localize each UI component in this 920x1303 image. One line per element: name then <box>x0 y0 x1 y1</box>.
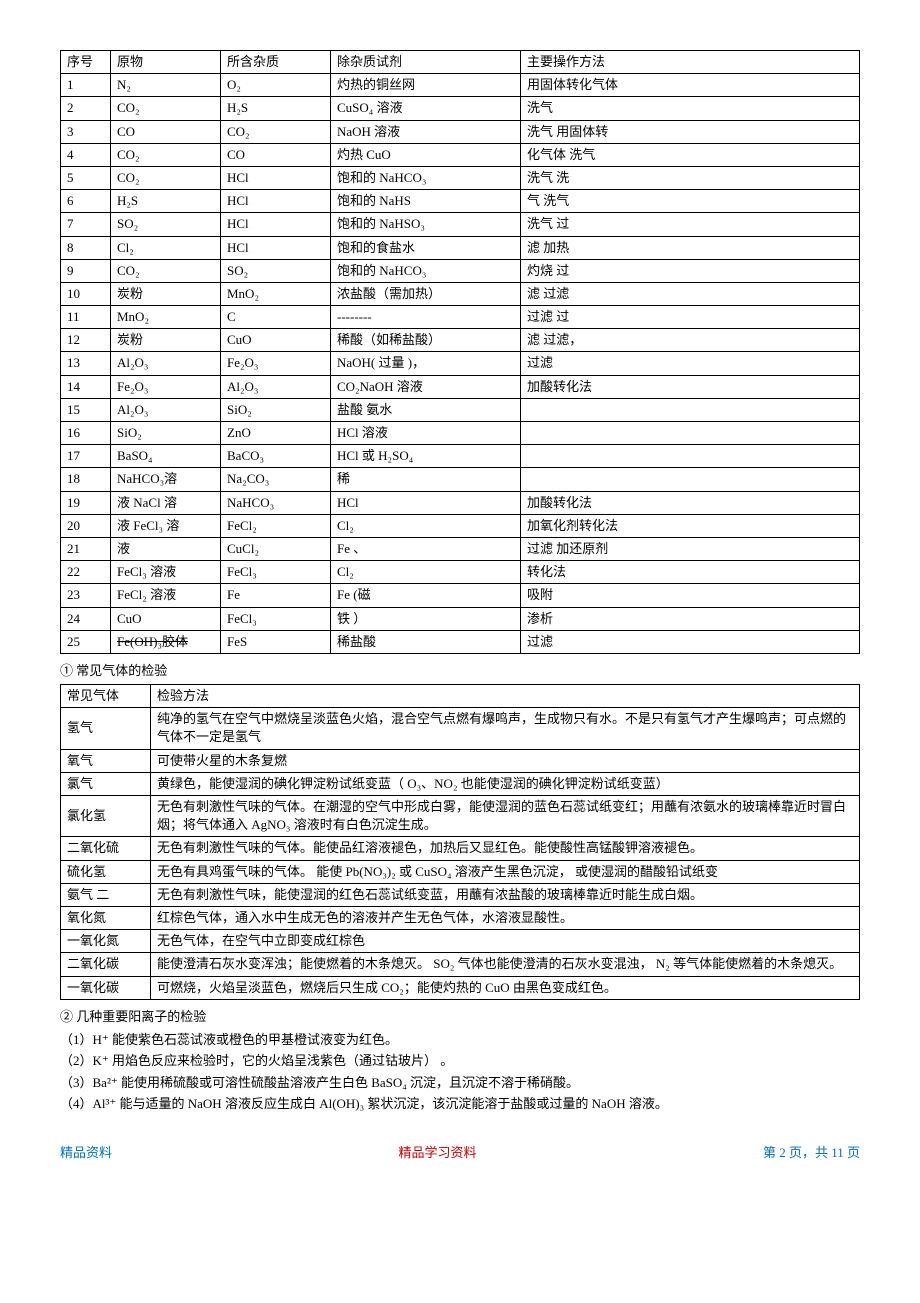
table-row: 11MnO₂C--------过滤 过 <box>61 306 860 329</box>
table-row: 硫化氢无色有具鸡蛋气味的气体。 能使 Pb(NO₃)₂ 或 CuSO₄ 溶液产生… <box>61 860 860 883</box>
th-method: 检验方法 <box>151 685 860 708</box>
table-row: 19液 NaCl 溶NaHCO₃HCl加酸转化法 <box>61 491 860 514</box>
table-row: 22FeCl₃ 溶液FeCl₃Cl₂转化法 <box>61 561 860 584</box>
cation-test-al: （4）Al³⁺ 能与适量的 NaOH 溶液反应生成白 Al(OH)₃ 絮状沉淀，… <box>60 1094 860 1114</box>
cation-test-k: （2）K⁺ 用焰色反应来检验时，它的火焰呈浅紫色（通过钴玻片） 。 <box>60 1051 860 1071</box>
table-row: 氢气纯净的氢气在空气中燃烧呈淡蓝色火焰，混合空气点燃有爆鸣声，生成物只有水。不是… <box>61 708 860 749</box>
table-row: 一氧化碳可燃烧，火焰呈淡蓝色，燃烧后只生成 CO₂；能使灼热的 CuO 由黑色变… <box>61 976 860 999</box>
table-row: 二氧化碳能使澄清石灰水变浑浊；能使燃着的木条熄灭。 SO₂ 气体也能使澄清的石灰… <box>61 953 860 976</box>
table-row: 10炭粉MnO₂浓盐酸（需加热）滤 过滤 <box>61 282 860 305</box>
th-gas: 常见气体 <box>61 685 151 708</box>
th-method: 主要操作方法 <box>521 51 860 74</box>
page-footer: 精品资料 精品学习资料 第 2 页，共 11 页 <box>60 1144 860 1162</box>
table-row: 1N₂O₂灼热的铜丝网用固体转化气体 <box>61 74 860 97</box>
table-row: 5CO₂HCl饱和的 NaHCO₃洗气 洗 <box>61 166 860 189</box>
table-row: 氯气黄绿色，能使湿润的碘化钾淀粉试纸变蓝（ O₃、NO₂ 也能使湿润的碘化钾淀粉… <box>61 772 860 795</box>
table-row: 氧气可使带火星的木条复燃 <box>61 749 860 772</box>
table-row: 4CO₂CO灼热 CuO化气体 洗气 <box>61 143 860 166</box>
struck-text: Fe(OH)₃胶体 <box>117 634 188 649</box>
table-body: 常见气体 检验方法 氢气纯净的氢气在空气中燃烧呈淡蓝色火焰，混合空气点燃有爆鸣声… <box>61 685 860 1000</box>
table-row: 氨气 二无色有刺激性气味，能使湿润的红色石蕊试纸变蓝，用蘸有浓盐酸的玻璃棒靠近时… <box>61 883 860 906</box>
footer-left: 精品资料 <box>60 1144 112 1162</box>
table-row: 17BaSO₄BaCO₃HCl 或 H₂SO₄ <box>61 445 860 468</box>
table-header-row: 序号 原物 所含杂质 除杂质试剂 主要操作方法 <box>61 51 860 74</box>
table-row: 15Al₂O₃SiO₂盐酸 氨水 <box>61 398 860 421</box>
table-row: 14Fe₂O₃Al₂O₃CO₂NaOH 溶液加酸转化法 <box>61 375 860 398</box>
table-row: 21液CuCl₂Fe 、过滤 加还原剂 <box>61 537 860 560</box>
cation-test-ba: （3）Ba²⁺ 能使用稀硫酸或可溶性硫酸盐溶液产生白色 BaSO₄ 沉淀，且沉淀… <box>60 1073 860 1093</box>
th-reagent: 除杂质试剂 <box>331 51 521 74</box>
table-body: 序号 原物 所含杂质 除杂质试剂 主要操作方法 1N₂O₂灼热的铜丝网用固体转化… <box>61 51 860 654</box>
section-heading-gases: ① 常见气体的检验 <box>60 662 860 680</box>
table-row: 23FeCl₂ 溶液FeFe (磁吸附 <box>61 584 860 607</box>
table-row: 二氧化硫无色有刺激性气味的气体。能使品红溶液褪色，加热后又显红色。能使酸性高锰酸… <box>61 837 860 860</box>
footer-center: 精品学习资料 <box>398 1144 476 1162</box>
table-row: 3COCO₂NaOH 溶液洗气 用固体转 <box>61 120 860 143</box>
table-row: 18NaHCO₃溶Na₂CO₃稀 <box>61 468 860 491</box>
table-header-row: 常见气体 检验方法 <box>61 685 860 708</box>
table-row: 16SiO₂ZnOHCl 溶液 <box>61 422 860 445</box>
impurity-removal-table: 序号 原物 所含杂质 除杂质试剂 主要操作方法 1N₂O₂灼热的铜丝网用固体转化… <box>60 50 860 654</box>
table-row: 24CuOFeCl₃铁 ）渗析 <box>61 607 860 630</box>
gas-test-table: 常见气体 检验方法 氢气纯净的氢气在空气中燃烧呈淡蓝色火焰，混合空气点燃有爆鸣声… <box>60 684 860 1000</box>
table-row: 一氧化氮无色气体，在空气中立即变成红棕色 <box>61 930 860 953</box>
section-heading-cations: ② 几种重要阳离子的检验 <box>60 1008 860 1026</box>
table-row-25: 25 Fe(OH)₃胶体 FeS 稀盐酸 过滤 <box>61 630 860 653</box>
cation-test-h: （1）H⁺ 能使紫色石蕊试液或橙色的甲基橙试液变为红色。 <box>60 1030 860 1050</box>
table-row: 7SO₂HCl饱和的 NaHSO₃洗气 过 <box>61 213 860 236</box>
table-row: 6H₂SHCl饱和的 NaHS气 洗气 <box>61 190 860 213</box>
table-row: 8Cl₂HCl饱和的食盐水滤 加热 <box>61 236 860 259</box>
th-original: 原物 <box>111 51 221 74</box>
table-row: 12炭粉CuO稀酸（如稀盐酸）滤 过滤， <box>61 329 860 352</box>
table-row: 13Al₂O₃Fe₂O₃NaOH( 过量 )，过滤 <box>61 352 860 375</box>
table-row: 20液 FeCl₃ 溶FeCl₂Cl₂加氧化剂转化法 <box>61 514 860 537</box>
table-row: 氯化氢无色有刺激性气味的气体。在潮湿的空气中形成白雾，能使湿润的蓝色石蕊试纸变红… <box>61 796 860 837</box>
table-row: 9CO₂SO₂饱和的 NaHCO₃灼烧 过 <box>61 259 860 282</box>
th-impurity: 所含杂质 <box>221 51 331 74</box>
table-row: 2CO₂H₂SCuSO₄ 溶液洗气 <box>61 97 860 120</box>
th-index: 序号 <box>61 51 111 74</box>
table-row: 氧化氮红棕色气体，通入水中生成无色的溶液并产生无色气体，水溶液显酸性。 <box>61 906 860 929</box>
footer-right: 第 2 页，共 11 页 <box>763 1144 860 1162</box>
